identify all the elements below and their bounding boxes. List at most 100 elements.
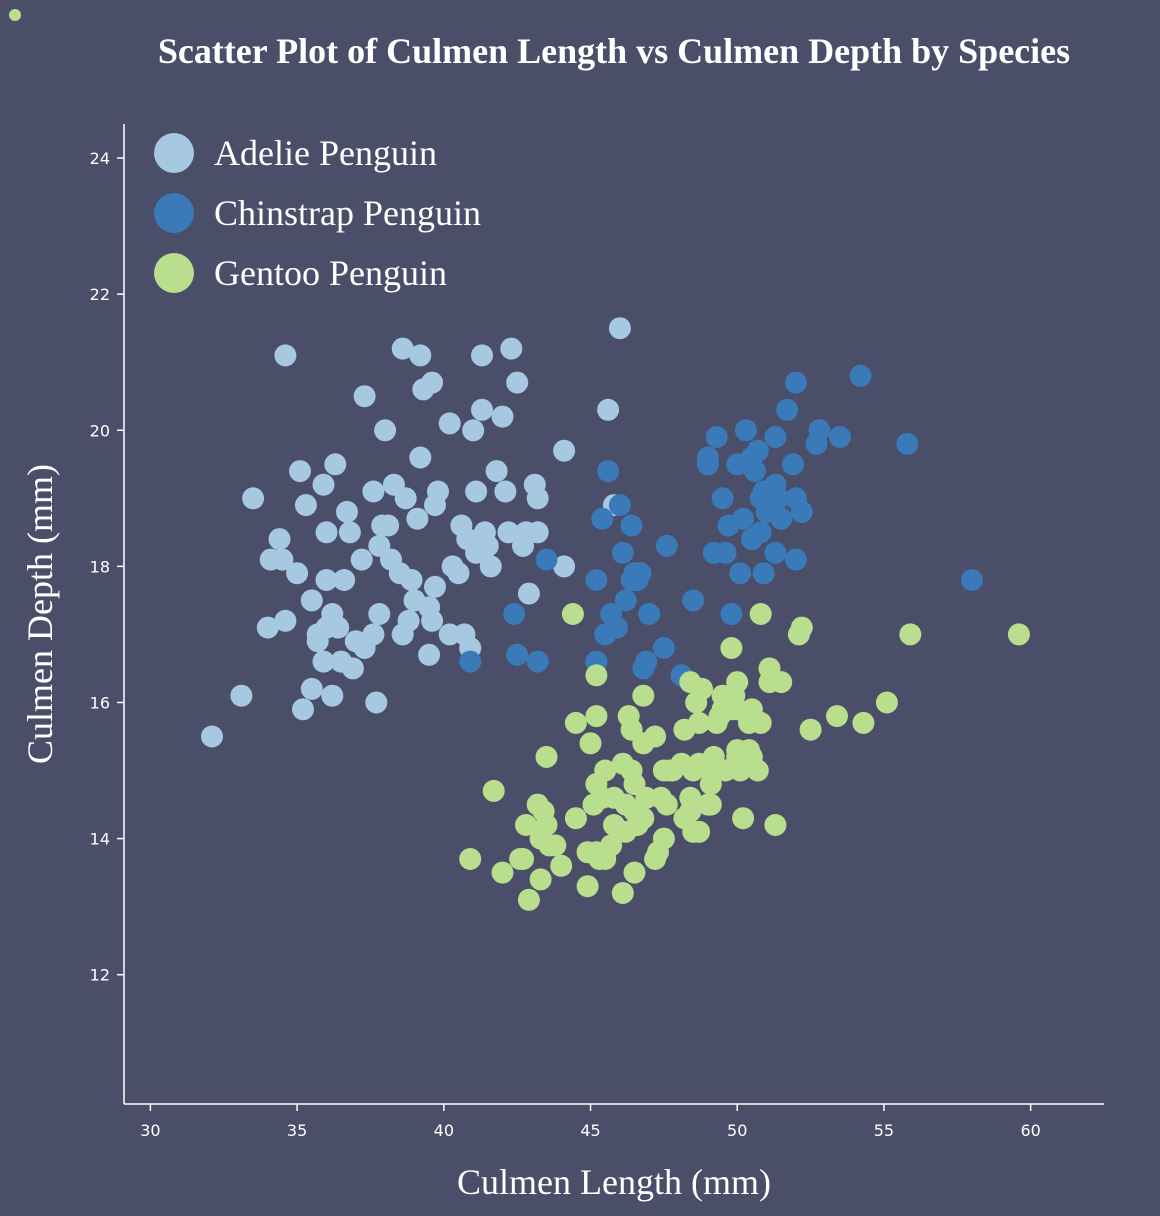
point-chinstrap-1 <box>503 603 526 625</box>
point-gentoo-25 <box>585 705 608 728</box>
point-gentoo-8 <box>529 868 552 891</box>
point-chinstrap-13 <box>611 541 634 564</box>
point-adelie-3 <box>256 616 279 639</box>
point-gentoo-34 <box>611 882 634 904</box>
point-chinstrap-19 <box>629 562 652 585</box>
legend-marker-gentoo <box>154 253 194 293</box>
point-gentoo-15 <box>550 854 573 877</box>
point-gentoo-50 <box>644 725 667 748</box>
point-gentoo-105 <box>826 705 848 728</box>
point-chinstrap-50 <box>764 426 787 449</box>
point-gentoo-30 <box>594 759 617 782</box>
point-adelie-84 <box>506 371 529 394</box>
point-adelie-59 <box>421 371 444 394</box>
point-adelie-54 <box>409 446 432 469</box>
point-adelie-0 <box>201 725 223 748</box>
point-adelie-2 <box>242 487 265 510</box>
point-gentoo-11 <box>535 814 558 836</box>
point-gentoo-104 <box>799 718 822 741</box>
point-gentoo-100 <box>764 814 787 836</box>
point-adelie-95 <box>608 317 631 340</box>
point-chinstrap-34 <box>720 603 743 625</box>
y-tick-label: 22 <box>90 285 110 304</box>
legend-label-adelie: Adelie Penguin <box>214 133 437 173</box>
point-adelie-30 <box>341 657 364 680</box>
point-chinstrap-41 <box>743 460 766 483</box>
x-tick-label: 40 <box>434 1121 454 1140</box>
point-adelie-6 <box>271 548 294 571</box>
point-adelie-64 <box>438 412 461 435</box>
point-chinstrap-21 <box>635 650 658 673</box>
point-gentoo-103 <box>790 616 813 639</box>
point-gentoo-88 <box>726 671 749 694</box>
point-chinstrap-42 <box>746 439 769 462</box>
point-gentoo-67 <box>688 820 711 843</box>
corner-marker <box>9 9 21 21</box>
point-gentoo-55 <box>655 793 678 816</box>
y-tick-label: 24 <box>90 149 110 168</box>
point-gentoo-5 <box>515 814 537 836</box>
point-adelie-56 <box>418 643 441 666</box>
y-axis-label: Culmen Depth (mm) <box>20 464 60 764</box>
point-adelie-36 <box>362 623 385 646</box>
point-chinstrap-61 <box>828 426 851 449</box>
x-tick-label: 35 <box>287 1121 307 1140</box>
point-chinstrap-43 <box>749 521 772 544</box>
point-chinstrap-51 <box>767 487 790 510</box>
point-chinstrap-9 <box>597 460 620 483</box>
point-gentoo-4 <box>512 848 534 870</box>
point-chinstrap-52 <box>770 507 793 530</box>
point-gentoo-16 <box>561 603 584 625</box>
point-gentoo-1 <box>482 779 505 802</box>
point-chinstrap-60 <box>808 419 831 442</box>
chart-title: Scatter Plot of Culmen Length vs Culmen … <box>158 31 1070 71</box>
point-gentoo-107 <box>875 691 898 714</box>
point-gentoo-45 <box>632 807 655 830</box>
point-adelie-13 <box>300 677 323 700</box>
point-gentoo-19 <box>576 875 599 898</box>
point-adelie-58 <box>421 609 444 632</box>
point-adelie-33 <box>353 385 376 408</box>
x-tick-label: 45 <box>580 1121 600 1140</box>
point-adelie-14 <box>300 589 323 612</box>
point-gentoo-47 <box>632 684 655 707</box>
point-chinstrap-11 <box>605 616 628 639</box>
point-adelie-41 <box>374 419 397 442</box>
point-adelie-81 <box>494 480 517 503</box>
point-adelie-52 <box>406 507 429 530</box>
point-adelie-60 <box>424 575 446 598</box>
point-adelie-11 <box>292 698 314 721</box>
point-adelie-77 <box>476 534 499 557</box>
point-chinstrap-12 <box>608 494 631 517</box>
point-adelie-53 <box>409 344 432 367</box>
x-tick-label: 60 <box>1020 1121 1040 1140</box>
point-gentoo-97 <box>749 603 772 625</box>
point-chinstrap-28 <box>696 446 719 469</box>
x-tick-label: 50 <box>727 1121 747 1140</box>
point-adelie-28 <box>336 500 358 523</box>
point-gentoo-31 <box>600 834 623 857</box>
y-tick-label: 18 <box>90 557 110 576</box>
point-adelie-66 <box>447 562 470 585</box>
point-chinstrap-63 <box>896 432 919 455</box>
point-chinstrap-57 <box>784 371 807 394</box>
x-axis-ticks: 30 35 40 45 50 55 60 <box>140 1104 1041 1140</box>
point-adelie-22 <box>321 684 344 707</box>
point-adelie-18 <box>312 473 335 496</box>
point-adelie-93 <box>597 398 620 421</box>
point-chinstrap-32 <box>714 541 737 564</box>
point-adelie-42 <box>377 514 400 537</box>
y-tick-label: 12 <box>90 966 110 985</box>
point-adelie-79 <box>485 460 508 483</box>
point-adelie-48 <box>394 487 417 510</box>
point-chinstrap-38 <box>735 419 757 442</box>
point-adelie-25 <box>327 616 350 639</box>
point-adelie-5 <box>268 528 291 551</box>
point-adelie-50 <box>400 569 423 591</box>
point-adelie-7 <box>274 344 297 367</box>
point-chinstrap-24 <box>655 534 678 557</box>
point-adelie-10 <box>289 460 311 483</box>
legend-marker-adelie <box>154 133 194 173</box>
point-adelie-92 <box>553 439 576 462</box>
